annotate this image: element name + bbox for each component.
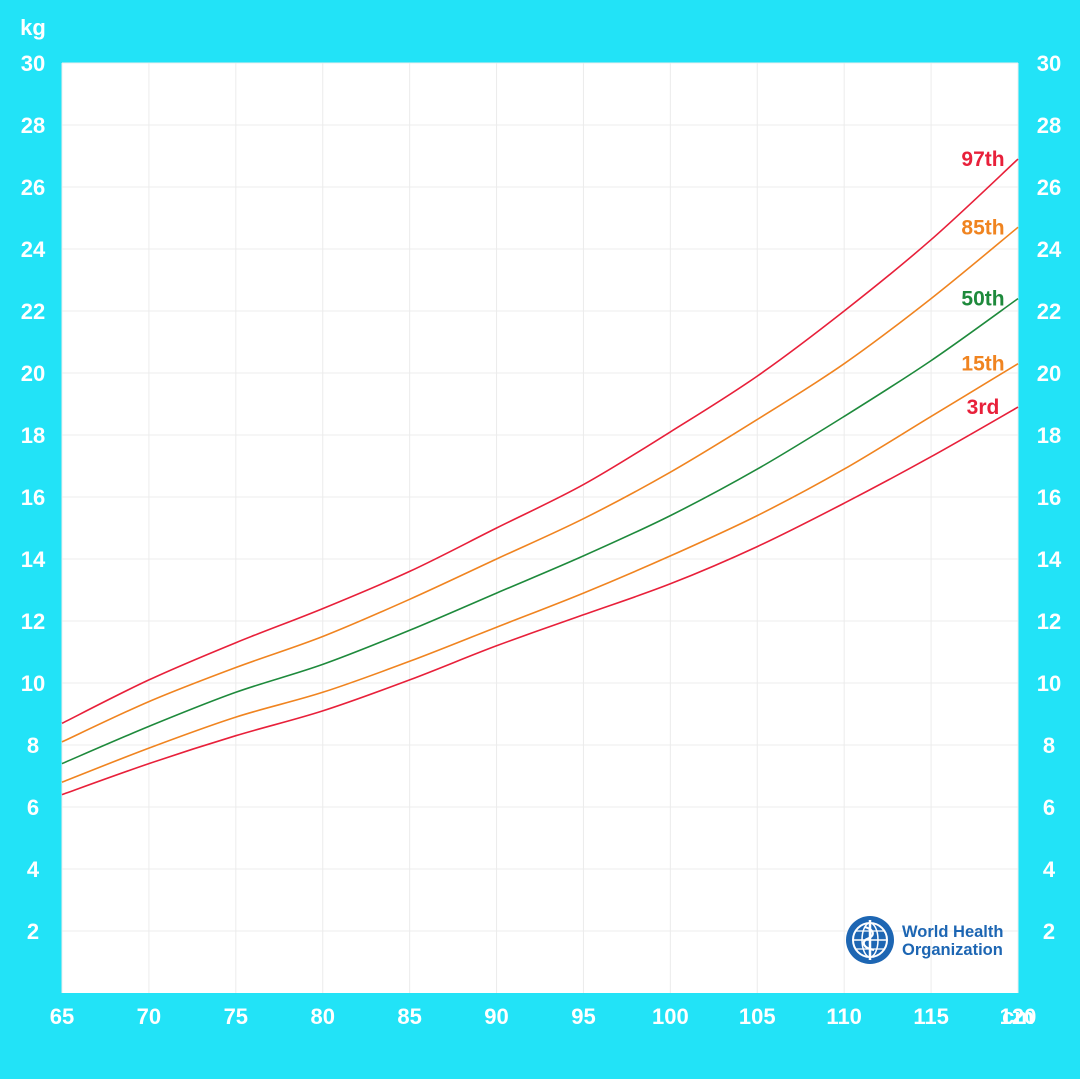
percentile-curve-97th xyxy=(61,158,1019,725)
y-tick-label-left: 14 xyxy=(21,547,46,572)
percentile-label-3rd: 3rd xyxy=(967,396,1000,419)
y-tick-label-right: 10 xyxy=(1037,671,1061,696)
x-tick-label: 110 xyxy=(826,1004,862,1029)
y-tick-label-left: 28 xyxy=(21,113,45,138)
percentile-curve-15th xyxy=(61,363,1019,783)
x-tick-label: 65 xyxy=(50,1004,74,1029)
y-tick-label-right: 28 xyxy=(1037,113,1061,138)
y-tick-label-right: 2 xyxy=(1043,919,1055,944)
y-tick-label-right: 30 xyxy=(1037,51,1061,76)
y-axis-unit: kg xyxy=(20,15,46,40)
grid-lines xyxy=(61,62,1019,993)
y-tick-label-right: 8 xyxy=(1043,733,1055,758)
y-tick-label-right: 18 xyxy=(1037,423,1061,448)
percentile-labels: 97th 85th 50th 15th 3rd xyxy=(961,148,1004,419)
percentile-label-15th: 15th xyxy=(961,353,1004,376)
plot-area xyxy=(62,63,1018,993)
x-axis-unit: cm xyxy=(1002,1004,1034,1029)
x-tick-label: 90 xyxy=(484,1004,508,1029)
y-tick-label-left: 22 xyxy=(21,299,45,324)
y-tick-label-right: 20 xyxy=(1037,361,1061,386)
x-tick-label: 80 xyxy=(310,1004,334,1029)
percentile-curve-50th xyxy=(61,297,1019,765)
y-tick-label-left: 26 xyxy=(21,175,45,200)
x-tick-label: 70 xyxy=(137,1004,161,1029)
y-tick-label-right: 14 xyxy=(1037,547,1062,572)
who-name-line1: World Health xyxy=(902,923,1003,941)
y-tick-label-left: 20 xyxy=(21,361,45,386)
who-name-line2: Organization xyxy=(902,941,1003,959)
x-tick-label: 95 xyxy=(571,1004,595,1029)
y-tick-label-right: 4 xyxy=(1043,857,1056,882)
y-tick-label-right: 24 xyxy=(1037,237,1062,262)
y-tick-label-right: 6 xyxy=(1043,795,1055,820)
y-tick-label-left: 10 xyxy=(21,671,45,696)
percentile-label-85th: 85th xyxy=(961,216,1004,239)
who-emblem-icon xyxy=(846,916,894,964)
percentile-curve-3rd xyxy=(61,406,1019,796)
x-tick-label: 85 xyxy=(397,1004,421,1029)
y-tick-label-left: 6 xyxy=(27,795,39,820)
x-tick-label: 120 xyxy=(1000,1004,1037,1029)
y-tick-label-left: 8 xyxy=(27,733,39,758)
x-tick-label: 105 xyxy=(739,1004,776,1029)
y-tick-label-right: 22 xyxy=(1037,299,1061,324)
percentile-curve-85th xyxy=(61,226,1019,743)
percentile-curves xyxy=(61,158,1019,796)
y-tick-label-left: 12 xyxy=(21,609,45,634)
y-tick-label-left: 16 xyxy=(21,485,45,510)
y-tick-label-right: 16 xyxy=(1037,485,1061,510)
y-tick-label-right: 12 xyxy=(1037,609,1061,634)
x-tick-label: 100 xyxy=(652,1004,689,1029)
percentile-label-97th: 97th xyxy=(961,148,1004,171)
percentile-label-50th: 50th xyxy=(961,288,1004,311)
y-tick-label-left: 24 xyxy=(21,237,46,262)
who-logo: World Health Organization xyxy=(846,916,1003,964)
y-tick-label-left: 4 xyxy=(27,857,40,882)
y-tick-label-left: 30 xyxy=(21,51,45,76)
y-tick-label-left: 2 xyxy=(27,919,39,944)
y-tick-label-left: 18 xyxy=(21,423,45,448)
y-tick-label-right: 26 xyxy=(1037,175,1061,200)
x-tick-label: 75 xyxy=(224,1004,248,1029)
x-tick-label: 115 xyxy=(913,1004,949,1029)
